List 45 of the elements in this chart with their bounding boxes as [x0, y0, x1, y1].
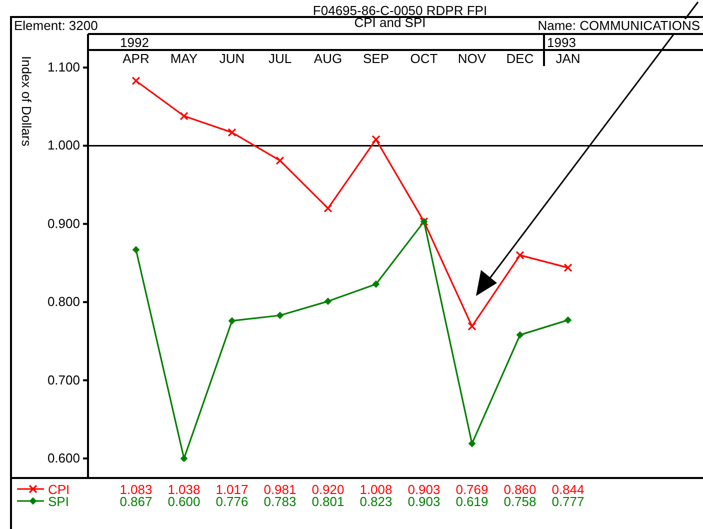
data-label: 0.844: [552, 482, 584, 497]
y-axis-title: Index of Dollars: [19, 56, 34, 147]
data-label: 0.758: [504, 494, 536, 509]
y-tick-label: 1.000: [47, 138, 80, 153]
data-label: 0.776: [216, 494, 248, 509]
x-tick-label: JUN: [219, 51, 245, 66]
data-label: 0.867: [120, 494, 152, 509]
data-label: 0.619: [456, 494, 488, 509]
data-label: 1.017: [216, 482, 248, 497]
data-label: 0.920: [312, 482, 344, 497]
x-tick-label: DEC: [506, 51, 534, 66]
y-tick-label: 0.700: [47, 372, 80, 388]
x-tick-label: JUL: [268, 51, 292, 66]
y-tick-label: 0.600: [47, 450, 80, 466]
data-label: 0.981: [264, 482, 296, 497]
x-tick-label: APR: [122, 51, 150, 66]
data-label: 0.777: [552, 494, 584, 509]
data-label: 1.038: [168, 482, 200, 497]
x-tick-label: MAY: [170, 51, 198, 66]
data-label: 0.769: [456, 482, 488, 497]
annotation: 1992: [120, 35, 149, 50]
y-tick-label: 1.100: [47, 60, 80, 75]
data-label: 0.903: [408, 494, 440, 509]
data-label: 0.801: [312, 494, 344, 509]
y-tick-label: 0.900: [47, 216, 80, 231]
y-tick-label: 0.800: [47, 294, 80, 310]
data-label: 0.860: [504, 482, 536, 497]
data-label: 0.903: [408, 482, 440, 497]
data-label: 0.783: [264, 494, 296, 509]
data-label: 1.083: [120, 482, 152, 497]
legend-label: SPI: [48, 494, 69, 509]
chart-title: F04695-86-C-0050 RDPR FPI: [312, 3, 488, 18]
text: Element: 3200: [14, 18, 98, 33]
chart-subtitle: CPI and SPI: [354, 15, 426, 30]
legend-label: CPI: [48, 482, 70, 497]
data-label: 0.823: [360, 494, 392, 509]
x-tick-label: OCT: [410, 51, 438, 66]
text: Name: COMMUNICATIONS: [538, 18, 700, 33]
annotation: 1993: [547, 35, 576, 50]
data-label: 1.008: [360, 482, 392, 497]
x-tick-label: JAN: [556, 51, 580, 66]
x-tick-label: AUG: [314, 51, 342, 66]
x-tick-label: NOV: [458, 51, 486, 66]
data-label: 0.600: [168, 494, 200, 509]
x-tick-label: SEP: [362, 51, 390, 66]
